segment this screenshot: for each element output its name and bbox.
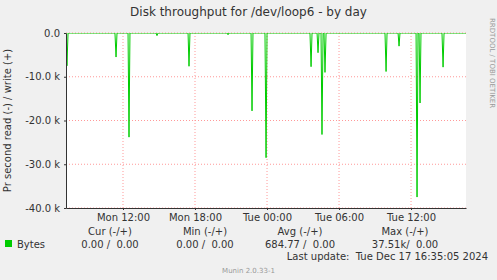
y-tick: -40.0 k [25, 203, 66, 214]
x-tick: Tue 12:00 [386, 208, 436, 223]
x-tick: Tue 06:00 [314, 208, 364, 223]
background [0, 0, 497, 280]
y-tick-mark [64, 121, 66, 122]
legend-swatch [5, 240, 12, 247]
y-tick-label: -10.0 k [25, 71, 60, 82]
x-axis-line [67, 208, 467, 209]
x-tick-mark [411, 208, 412, 210]
y-tick-mark [64, 208, 66, 209]
watermark: RRDTOOL / TOBI OETIKER [488, 18, 496, 108]
y-grid-line [66, 208, 466, 209]
stats-value: 0.00 / 0.00 [81, 239, 138, 250]
stats-header: Cur (-/+) [88, 226, 132, 237]
x-grid-line [339, 33, 340, 208]
x-tick-mark [123, 208, 124, 210]
y-tick-mark [64, 33, 66, 34]
y-grid-line [66, 76, 466, 77]
y-tick-mark [64, 77, 66, 78]
stats-header: Max (-/+) [381, 226, 428, 237]
y-grid-line [66, 164, 466, 165]
x-tick-mark [195, 208, 196, 210]
y-axis: 0.0 -10.0 k -20.0 k -30.0 k -40.0 k [25, 28, 66, 214]
stats-header: Avg (-/+) [278, 226, 323, 237]
x-grid-line [123, 33, 124, 208]
y-tick-label: -20.0 k [25, 115, 60, 126]
legend-label: Bytes [17, 239, 45, 250]
x-tick-label: Tue 06:00 [314, 212, 364, 223]
y-tick: -30.0 k [25, 159, 66, 170]
x-tick-label: Mon 12:00 [97, 212, 150, 223]
footer: Munin 2.0.33-1 [222, 267, 275, 275]
y-axis-title: Pr second read (-) / write (+) [2, 49, 13, 192]
plot-area [66, 33, 466, 208]
stats-header: Min (-/+) [183, 226, 227, 237]
y-tick-label: -40.0 k [25, 203, 60, 214]
x-tick: Tue 00:00 [242, 208, 292, 223]
stats-value: 37.51k/ 0.00 [372, 239, 438, 250]
x-tick: Mon 18:00 [169, 208, 222, 223]
series-line [66, 33, 466, 197]
last-update: Last update: Tue Dec 17 16:35:05 2024 [287, 251, 488, 262]
x-tick-mark [267, 208, 268, 210]
x-tick-label: Tue 00:00 [242, 212, 292, 223]
y-axis-line [66, 34, 67, 209]
x-axis: Mon 12:00 Mon 18:00 Tue 00:00 Tue 06:00 Tue … [67, 208, 467, 223]
grid [66, 33, 466, 208]
x-tick: Mon 12:00 [97, 208, 150, 223]
y-tick-mark [64, 164, 66, 165]
stats-value: 684.77 / 0.00 [265, 239, 335, 250]
x-grid-line [195, 33, 196, 208]
marks [66, 33, 466, 197]
x-grid-line [411, 33, 412, 208]
stats-value: 0.00 / 0.00 [176, 239, 233, 250]
y-tick-label: -30.0 k [25, 159, 60, 170]
x-tick-label: Mon 18:00 [169, 212, 222, 223]
title: Disk throughput for /dev/loop6 - by day [130, 5, 367, 19]
chart: Disk throughput for /dev/loop6 - by day P… [0, 0, 497, 280]
x-tick-mark [339, 208, 340, 210]
y-tick-label: 0.0 [44, 28, 60, 39]
y-tick: -10.0 k [25, 71, 66, 82]
y-tick: -20.0 k [25, 115, 66, 126]
y-tick: 0.0 [44, 28, 66, 39]
x-tick-label: Tue 12:00 [386, 212, 436, 223]
